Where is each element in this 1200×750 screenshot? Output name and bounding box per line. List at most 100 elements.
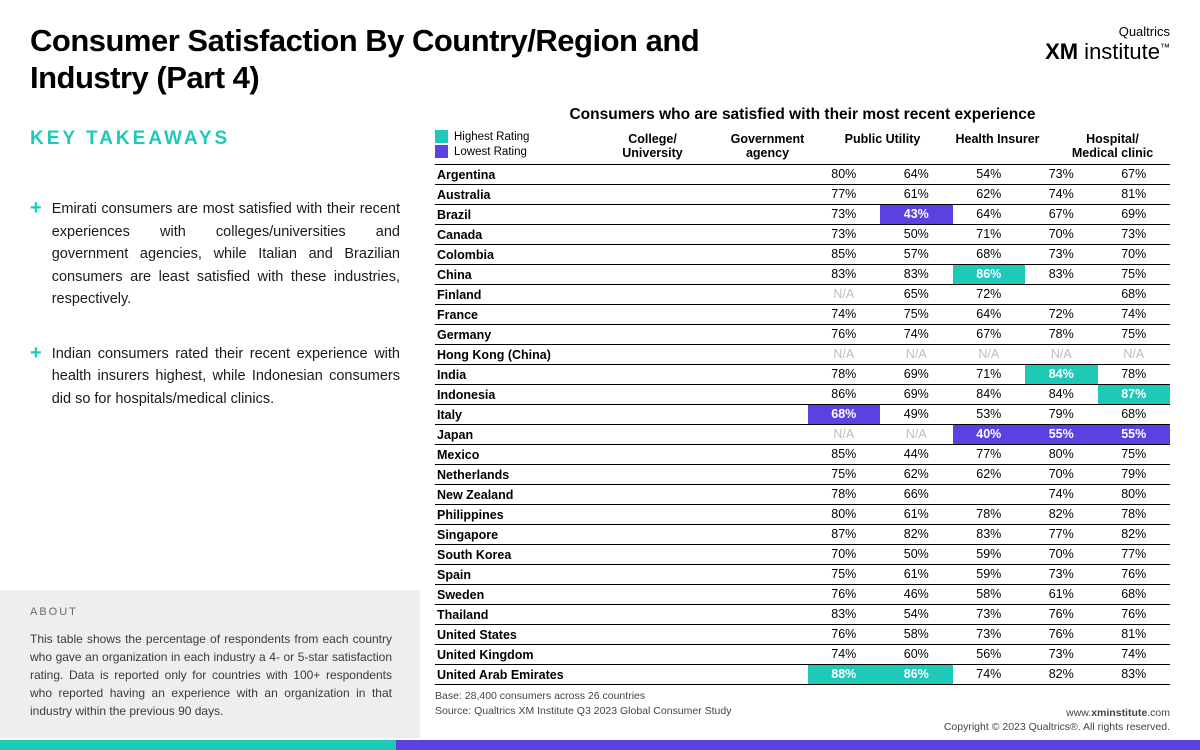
column-header: Governmentagency xyxy=(710,132,825,165)
data-cell: 40% xyxy=(953,425,1025,445)
country-cell: New Zealand xyxy=(435,485,808,505)
data-cell: 55% xyxy=(1098,425,1171,445)
data-cell: 73% xyxy=(1025,165,1097,185)
data-cell: 61% xyxy=(1025,585,1097,605)
data-cell: 59% xyxy=(953,565,1025,585)
data-cell: 62% xyxy=(880,465,952,485)
takeaway-item: +Emirati consumers are most satisfied wi… xyxy=(30,198,400,310)
data-cell: 75% xyxy=(1098,265,1171,285)
data-cell: 78% xyxy=(808,365,880,385)
data-cell: 57% xyxy=(880,245,952,265)
data-cell: 69% xyxy=(880,385,952,405)
data-cell: 80% xyxy=(808,165,880,185)
data-cell: 82% xyxy=(1098,525,1171,545)
footer-right: www.xminstitute.com Copyright © 2023 Qua… xyxy=(944,706,1170,734)
bottom-accent-bars xyxy=(0,740,1200,750)
data-cell: 75% xyxy=(880,305,952,325)
data-cell: 77% xyxy=(1098,545,1171,565)
country-cell: Canada xyxy=(435,225,808,245)
data-cell: 58% xyxy=(953,585,1025,605)
data-cell: 70% xyxy=(808,545,880,565)
data-cell: 88% xyxy=(808,665,880,685)
data-cell: 71% xyxy=(953,365,1025,385)
table-row: South Korea70%50%59%70%77% xyxy=(435,545,1170,565)
data-cell: 54% xyxy=(953,165,1025,185)
country-cell: Singapore xyxy=(435,525,808,545)
table-row: China83%83%86%83%75% xyxy=(435,265,1170,285)
data-cell: 68% xyxy=(953,245,1025,265)
data-cell: 72% xyxy=(1025,305,1097,325)
data-cell: 68% xyxy=(1098,585,1171,605)
country-cell: Indonesia xyxy=(435,385,808,405)
data-cell: 55% xyxy=(1025,425,1097,445)
data-cell: 87% xyxy=(808,525,880,545)
table-row: Spain75%61%59%73%76% xyxy=(435,565,1170,585)
data-cell: 67% xyxy=(953,325,1025,345)
country-cell: United Kingdom xyxy=(435,645,808,665)
column-headers: College/UniversityGovernmentagencyPublic… xyxy=(595,132,1170,165)
data-cell: 86% xyxy=(808,385,880,405)
data-cell: 58% xyxy=(880,625,952,645)
data-table: Argentina80%64%54%73%67%Australia77%61%6… xyxy=(435,164,1170,685)
data-cell: 83% xyxy=(1098,665,1171,685)
data-cell: 74% xyxy=(808,645,880,665)
table-row: Canada73%50%71%70%73% xyxy=(435,225,1170,245)
data-cell: 81% xyxy=(1098,625,1171,645)
data-cell: 68% xyxy=(1098,405,1171,425)
data-cell: 77% xyxy=(1025,525,1097,545)
data-cell: 61% xyxy=(880,565,952,585)
data-cell: 61% xyxy=(880,185,952,205)
country-cell: Spain xyxy=(435,565,808,585)
table-row: United Kingdom74%60%56%73%74% xyxy=(435,645,1170,665)
country-cell: Brazil xyxy=(435,205,808,225)
data-cell: 85% xyxy=(808,245,880,265)
data-cell: 56% xyxy=(953,645,1025,665)
data-cell: 81% xyxy=(1098,185,1171,205)
data-cell xyxy=(1025,285,1097,305)
country-cell: Finland xyxy=(435,285,808,305)
data-cell: 71% xyxy=(953,225,1025,245)
country-cell: Japan xyxy=(435,425,808,445)
table-row: New Zealand78%66%74%80% xyxy=(435,485,1170,505)
data-cell: 59% xyxy=(953,545,1025,565)
country-cell: India xyxy=(435,365,808,385)
table-row: Netherlands75%62%62%70%79% xyxy=(435,465,1170,485)
data-cell: 84% xyxy=(1025,385,1097,405)
table-row: Hong Kong (China)N/AN/AN/AN/AN/A xyxy=(435,345,1170,365)
takeaway-item: +Indian consumers rated their recent exp… xyxy=(30,343,400,410)
data-cell: 70% xyxy=(1025,545,1097,565)
data-cell: 61% xyxy=(880,505,952,525)
column-header: Public Utility xyxy=(825,132,940,165)
data-cell: 67% xyxy=(1098,165,1171,185)
data-cell: 43% xyxy=(880,205,952,225)
table-row: Australia77%61%62%74%81% xyxy=(435,185,1170,205)
data-cell: 73% xyxy=(808,225,880,245)
data-cell: 75% xyxy=(1098,445,1171,465)
data-cell: 76% xyxy=(1098,565,1171,585)
data-cell: 53% xyxy=(953,405,1025,425)
data-cell: 67% xyxy=(1025,205,1097,225)
data-cell: 78% xyxy=(1098,365,1171,385)
legend-high-label: Highest Rating xyxy=(454,131,529,143)
column-header: Health Insurer xyxy=(940,132,1055,165)
data-cell: 74% xyxy=(1098,645,1171,665)
data-cell: 83% xyxy=(880,265,952,285)
data-cell: N/A xyxy=(1025,345,1097,365)
data-cell: 83% xyxy=(808,605,880,625)
key-takeaways-heading: KEY TAKEAWAYS xyxy=(30,128,400,150)
country-cell: Sweden xyxy=(435,585,808,605)
data-cell: 46% xyxy=(880,585,952,605)
data-cell: 74% xyxy=(1098,305,1171,325)
data-cell: 78% xyxy=(953,505,1025,525)
data-cell: N/A xyxy=(880,345,952,365)
country-cell: Netherlands xyxy=(435,465,808,485)
data-cell: 74% xyxy=(1025,485,1097,505)
table-row: Singapore87%82%83%77%82% xyxy=(435,525,1170,545)
table-row: Thailand83%54%73%76%76% xyxy=(435,605,1170,625)
data-cell: 76% xyxy=(1098,605,1171,625)
country-cell: Hong Kong (China) xyxy=(435,345,808,365)
country-cell: France xyxy=(435,305,808,325)
data-cell: N/A xyxy=(808,285,880,305)
data-cell: 62% xyxy=(953,185,1025,205)
about-box: ABOUT This table shows the percentage of… xyxy=(0,590,420,738)
